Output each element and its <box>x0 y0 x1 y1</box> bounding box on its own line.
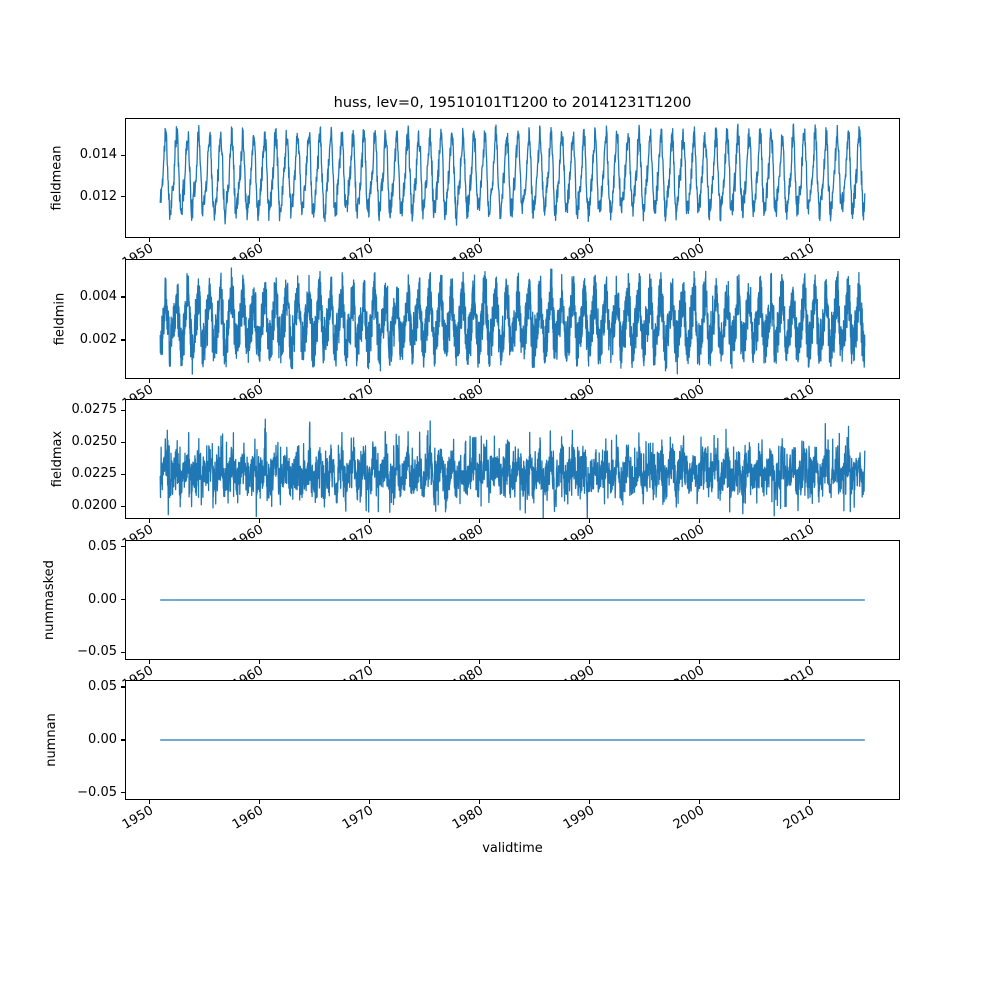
y-tick <box>120 739 125 741</box>
y-axis-label-numnan: numnan <box>44 713 60 767</box>
y-tick-label: 0.00 <box>88 591 117 607</box>
subplot-fieldmin: 0.002 0.004 fieldmin 1950 1960 1970 1980 1990 20… <box>52 258 900 411</box>
x-tick <box>258 378 260 383</box>
y-tick-label: 0.0250 <box>71 434 118 450</box>
x-tick <box>258 519 260 523</box>
y-tick <box>120 686 125 688</box>
axes-frame <box>125 399 900 519</box>
y-axis-label-fieldmax: fieldmax <box>50 430 66 488</box>
x-tick <box>368 800 370 804</box>
x-axis-title: validtime <box>482 841 543 856</box>
x-tick <box>699 238 701 242</box>
x-tick <box>258 800 260 804</box>
x-tick-label: 1990 <box>560 803 597 833</box>
y-axis-label-fieldmin: fieldmin <box>51 292 67 345</box>
x-tick-label: 2010 <box>780 803 817 833</box>
x-tick <box>478 519 481 523</box>
y-tick <box>120 505 125 507</box>
x-tick <box>588 800 591 804</box>
x-tick <box>368 659 370 664</box>
x-tick-label: 1950 <box>120 803 157 833</box>
y-tick <box>120 545 125 548</box>
y-tick-label: 0.0275 <box>71 402 118 418</box>
y-tick <box>120 473 125 475</box>
y-tick <box>120 296 125 298</box>
x-tick-label: 2000 <box>670 803 707 833</box>
x-tick-label: 1960 <box>230 803 267 833</box>
figure-title: huss, lev=0, 19510101T1200 to 20141231T1… <box>333 95 692 111</box>
x-tick-label: 1970 <box>340 803 377 833</box>
axes-frame <box>125 118 900 238</box>
y-axis-label-fieldmean: fieldmean <box>49 145 65 211</box>
x-tick <box>699 378 701 383</box>
x-tick <box>699 800 701 804</box>
y-tick <box>120 598 125 601</box>
subplot-fieldmax: 0.0200 0.0225 0.0250 0.0275 fieldmax 1950 1960… <box>50 399 900 552</box>
x-tick <box>588 659 591 664</box>
y-tick-label: 0.05 <box>88 538 117 554</box>
y-tick <box>120 792 125 794</box>
y-tick <box>120 154 125 156</box>
axes-frame <box>125 258 900 379</box>
x-tick <box>588 519 591 523</box>
x-tick <box>809 519 811 523</box>
x-tick <box>809 659 811 664</box>
y-tick <box>120 339 125 341</box>
y-tick-label: 0.004 <box>79 289 117 305</box>
subplot-numnan: −0.05 0.00 0.05 numnan 1950 1960 1970 1980 1990 2… <box>44 679 900 833</box>
x-tick <box>478 659 481 664</box>
x-tick <box>258 238 260 242</box>
x-tick <box>809 800 811 804</box>
axes-frame <box>125 680 900 800</box>
x-tick <box>148 800 150 804</box>
x-tick <box>148 378 150 383</box>
x-tick <box>148 238 150 242</box>
x-tick <box>478 238 481 242</box>
y-tick <box>120 196 125 198</box>
y-tick-label: 0.014 <box>79 147 117 163</box>
x-tick <box>809 378 811 383</box>
y-tick-label: 0.05 <box>88 679 117 695</box>
y-tick-label: 0.012 <box>79 188 117 204</box>
series-line-fieldmean <box>159 123 866 226</box>
x-tick <box>148 659 150 664</box>
y-tick-label: 0.002 <box>79 331 117 347</box>
series-line-fieldmax <box>159 418 866 519</box>
x-tick <box>478 800 481 804</box>
subplot-nummasked: −0.05 0.00 0.05 nummasked 1950 1960 1970 1980 19… <box>42 539 900 692</box>
axes-frame <box>125 539 900 660</box>
x-tick <box>368 519 370 523</box>
y-tick <box>120 441 125 443</box>
x-tick <box>478 378 481 383</box>
y-tick-label: 0.0200 <box>71 498 118 514</box>
y-axis-label-nummasked: nummasked <box>41 559 57 640</box>
y-tick <box>120 409 125 412</box>
y-tick-label: 0.0225 <box>71 466 118 482</box>
x-tick <box>148 519 150 523</box>
x-tick <box>368 378 370 383</box>
x-tick <box>368 238 370 242</box>
x-tick <box>699 519 701 523</box>
x-tick <box>699 659 701 664</box>
y-tick-label: −0.05 <box>77 784 117 800</box>
x-tick <box>588 238 591 242</box>
x-tick-label: 1980 <box>450 803 487 833</box>
y-tick <box>120 651 125 653</box>
series-line-fieldmin <box>159 266 866 375</box>
y-tick-label: 0.00 <box>88 732 117 747</box>
x-tick <box>809 238 811 242</box>
x-tick <box>258 659 260 664</box>
x-tick <box>588 378 591 383</box>
y-tick-label: −0.05 <box>77 644 117 660</box>
subplot-fieldmean: 0.012 0.014 fieldmean 1950 1960 1970 1980 1990 2… <box>49 118 900 271</box>
